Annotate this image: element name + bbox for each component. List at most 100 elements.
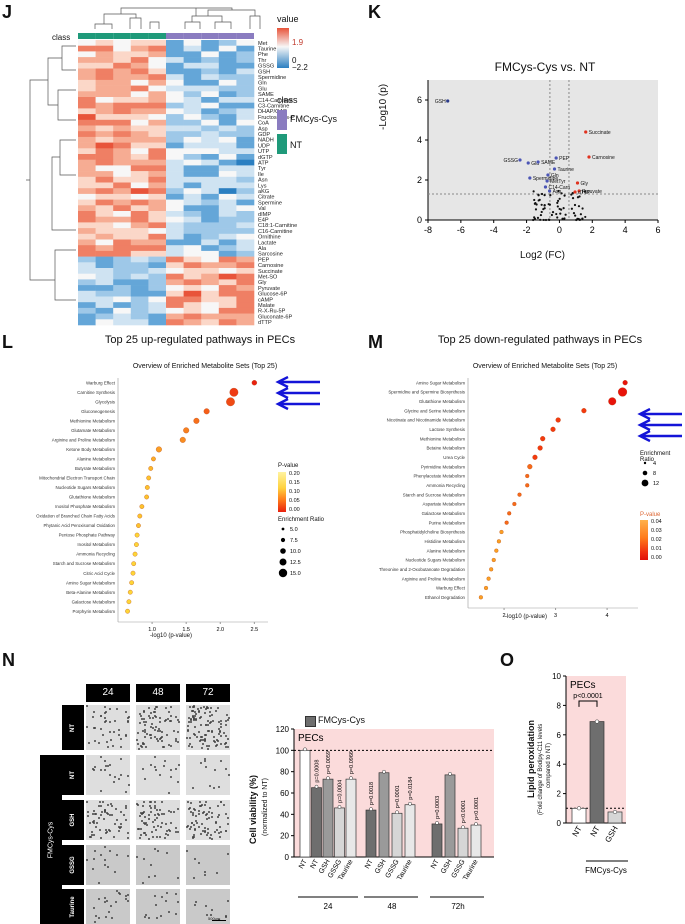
cell-mark bbox=[191, 709, 194, 712]
cell-mark bbox=[170, 705, 173, 708]
down-pvalue-tick: 0.04 bbox=[651, 519, 662, 525]
heatmap-cell bbox=[113, 119, 132, 126]
cell-mark bbox=[145, 746, 148, 749]
cell-mark bbox=[92, 711, 95, 714]
metabolite-label: Met bbox=[258, 41, 268, 47]
cell-mark bbox=[155, 737, 158, 740]
heatmap-cell bbox=[166, 85, 184, 92]
cell-mark bbox=[174, 893, 177, 896]
up-pvalue-tick: 0.05 bbox=[289, 498, 300, 504]
volcano-point-label: Succinate bbox=[589, 130, 611, 136]
heatmap-cell bbox=[95, 199, 114, 206]
heatmap-cell bbox=[148, 199, 167, 206]
cell-mark bbox=[110, 905, 113, 908]
pathway-label: Threonine and 2-Oxobutanoate Degradation bbox=[379, 567, 466, 572]
heatmap-cell bbox=[78, 108, 96, 115]
heatmap-cell bbox=[236, 119, 255, 126]
cell-mark bbox=[168, 828, 171, 831]
cell-mark bbox=[159, 729, 162, 732]
cell-mark bbox=[113, 719, 116, 722]
heatmap-cell bbox=[218, 74, 237, 81]
cell-mark bbox=[212, 736, 215, 739]
pathway-dot bbox=[127, 589, 133, 595]
cell-mark bbox=[199, 761, 202, 764]
heatmap-cell bbox=[113, 307, 132, 314]
legend-group1: FMCys-Cys bbox=[290, 114, 337, 124]
heatmap-cell bbox=[201, 302, 220, 309]
heatmap-cell bbox=[218, 40, 237, 46]
heatmap-cell bbox=[183, 250, 202, 257]
metabolite-label: Ornithine bbox=[258, 235, 281, 241]
cell-mark bbox=[187, 728, 190, 731]
heatmap-cell bbox=[183, 313, 202, 320]
cell-mark bbox=[216, 828, 219, 831]
cell-mark bbox=[120, 825, 123, 828]
cell-mark bbox=[199, 833, 202, 836]
y-tick-label: 100 bbox=[276, 746, 290, 755]
volcano-point-ns bbox=[559, 212, 562, 215]
heatmap-cell bbox=[236, 131, 255, 138]
cell-mark bbox=[207, 747, 210, 750]
cell-mark bbox=[149, 764, 152, 767]
heatmap-cell bbox=[236, 273, 255, 280]
heatmap-cell bbox=[166, 159, 184, 166]
cell-mark bbox=[119, 893, 122, 896]
heatmap-cell bbox=[166, 188, 184, 195]
heatmap-cell bbox=[95, 313, 114, 320]
volcano-point-label: SAME bbox=[541, 160, 556, 166]
legend-swatch-nt bbox=[277, 134, 287, 154]
cell-mark bbox=[203, 870, 206, 873]
cell-mark bbox=[224, 829, 227, 832]
volcano-point-ns bbox=[563, 194, 566, 197]
pathway-dot bbox=[148, 466, 154, 471]
pathway-label: Galactose Metabolism bbox=[72, 599, 116, 604]
lipid-point bbox=[612, 809, 618, 815]
heatmap-cell bbox=[183, 165, 202, 172]
pathway-label: Ammonia Recycling bbox=[426, 483, 465, 488]
heatmap-cell bbox=[130, 256, 149, 263]
heatmap-cell bbox=[148, 319, 167, 326]
cell-mark bbox=[125, 804, 128, 807]
cell-mark bbox=[155, 916, 158, 919]
cell-mark bbox=[116, 854, 119, 857]
legend-zero: 0 bbox=[292, 56, 297, 65]
viability-bar bbox=[345, 778, 357, 858]
cell-mark bbox=[151, 830, 154, 833]
cell-mark bbox=[156, 809, 159, 812]
cell-mark bbox=[149, 734, 152, 737]
metabolite-label: NADH bbox=[258, 138, 274, 144]
volcano-point bbox=[545, 179, 549, 183]
heatmap-cell bbox=[218, 211, 237, 217]
lipid-point bbox=[594, 719, 600, 724]
heatmap-cell bbox=[236, 136, 255, 143]
y-tick-label: 0 bbox=[285, 853, 290, 862]
cell-mark bbox=[155, 817, 158, 820]
cell-mark bbox=[222, 731, 225, 734]
heatmap-cell bbox=[78, 68, 96, 75]
cell-mark bbox=[120, 810, 123, 813]
micrograph-image bbox=[136, 800, 180, 840]
x-tick-label: 0 bbox=[557, 225, 562, 235]
volcano-point-ns bbox=[560, 208, 563, 211]
pathway-dot bbox=[251, 380, 258, 386]
cell-mark bbox=[227, 773, 230, 776]
cell-mark bbox=[155, 829, 158, 832]
cell-mark bbox=[193, 823, 196, 826]
cell-mark bbox=[203, 830, 206, 833]
metabolite-label: Tyr bbox=[258, 166, 266, 172]
cell-mark bbox=[163, 746, 166, 749]
lipid-bar bbox=[589, 721, 605, 824]
cell-mark bbox=[147, 714, 150, 717]
heatmap-cell bbox=[113, 154, 132, 160]
cell-mark bbox=[154, 801, 157, 804]
cell-mark bbox=[151, 726, 154, 729]
heatmap-cell bbox=[201, 171, 220, 178]
volcano-point-label: Gly bbox=[581, 181, 589, 187]
up-heading: Top 25 up-regulated pathways in PECs bbox=[104, 334, 296, 346]
heatmap-cell bbox=[95, 233, 114, 240]
category-label: NT bbox=[309, 858, 320, 870]
cell-mark bbox=[225, 746, 228, 749]
volcano-point bbox=[587, 155, 591, 159]
heatmap-cell bbox=[201, 85, 220, 92]
heatmap-cell bbox=[148, 45, 167, 52]
